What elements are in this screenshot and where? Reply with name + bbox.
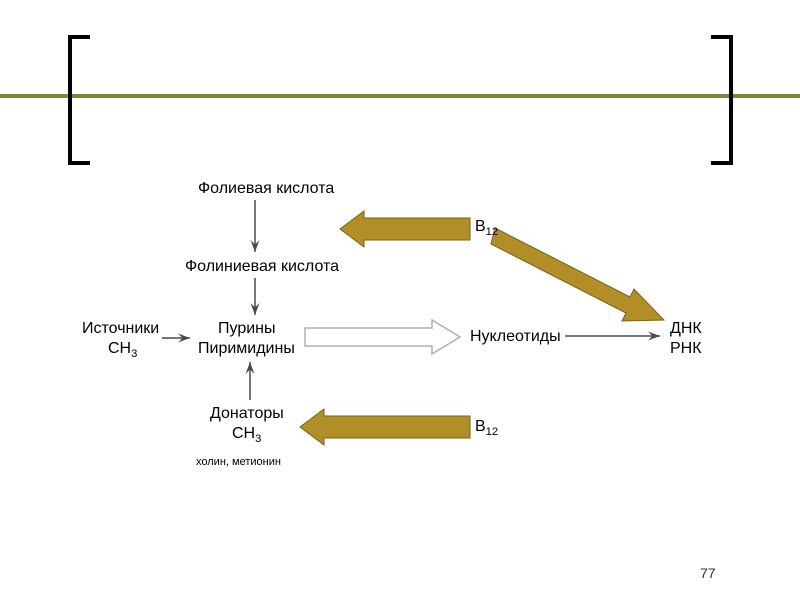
label-folic-acid: Фолиевая кислота: [198, 180, 334, 198]
label-purines: Пурины: [218, 320, 276, 338]
label-choline-methionine: холин, метионин: [196, 456, 281, 468]
stage: Фолиевая кислота Фолиниевая кислота Исто…: [0, 0, 800, 600]
label-b12-bottom: B12: [475, 418, 498, 438]
label-donators-line2: CH3: [232, 425, 261, 445]
label-dna: ДНК: [670, 320, 702, 338]
page-number: 77: [700, 565, 716, 581]
label-sources-line1: Источники: [82, 320, 159, 338]
label-sources-line2: CH3: [108, 340, 137, 360]
arrow-b12-bottom-to-donators: [300, 409, 470, 445]
arrow-b12-top-to-dna: [491, 228, 664, 321]
label-b12-top: B12: [475, 218, 498, 238]
arrows-layer: [0, 0, 800, 600]
label-nucleotides: Нуклеотиды: [470, 328, 561, 346]
label-donators-line1: Донаторы: [210, 405, 284, 423]
arrow-b12-top-to-folinic: [340, 211, 470, 247]
arrow-purines-to-nucleotides: [305, 320, 460, 354]
label-folinic-acid: Фолиниевая кислота: [185, 258, 339, 276]
label-rna: РНК: [670, 340, 702, 358]
label-pyrimidines: Пиримидины: [198, 340, 295, 358]
